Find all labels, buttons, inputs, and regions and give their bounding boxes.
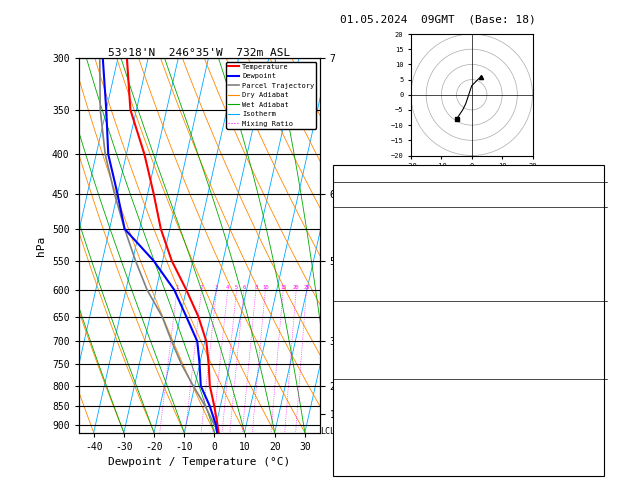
Text: 20: 20 — [293, 285, 299, 290]
Text: 6: 6 — [242, 285, 245, 290]
Text: EH: EH — [337, 391, 348, 401]
Text: 4: 4 — [501, 339, 506, 349]
Text: 11: 11 — [494, 432, 506, 442]
Text: CIN (J): CIN (J) — [337, 366, 377, 376]
Text: 10: 10 — [494, 260, 506, 270]
Title: 53°18'N  246°35'W  732m ASL: 53°18'N 246°35'W 732m ASL — [108, 48, 291, 57]
Text: 0: 0 — [501, 366, 506, 376]
Text: StmDir: StmDir — [337, 418, 372, 428]
Text: 10: 10 — [262, 285, 269, 290]
Text: 0: 0 — [501, 274, 506, 284]
Text: 135: 135 — [489, 391, 506, 401]
Text: 109: 109 — [489, 404, 506, 415]
Text: 47: 47 — [494, 181, 506, 191]
Y-axis label: hPa: hPa — [36, 235, 47, 256]
Text: 25: 25 — [303, 285, 310, 290]
Text: Lifted Index: Lifted Index — [337, 339, 407, 349]
Text: 19: 19 — [494, 168, 506, 178]
Text: Dewp (°C): Dewp (°C) — [337, 233, 389, 243]
Y-axis label: km
ASL: km ASL — [348, 245, 365, 267]
Text: 5: 5 — [235, 285, 238, 290]
Text: 302: 302 — [489, 326, 506, 335]
Text: 2: 2 — [200, 285, 203, 290]
Text: SREH: SREH — [337, 404, 360, 415]
Text: LCL: LCL — [320, 427, 335, 435]
Text: 88°: 88° — [489, 418, 506, 428]
Text: StmSpd (kt): StmSpd (kt) — [337, 432, 401, 442]
Text: 1: 1 — [175, 285, 179, 290]
Text: Totals Totals: Totals Totals — [337, 181, 413, 191]
Text: 15: 15 — [280, 285, 286, 290]
Text: Surface: Surface — [398, 206, 439, 216]
Text: 292: 292 — [489, 246, 506, 257]
Text: 750: 750 — [489, 312, 506, 322]
Text: θₑ(K): θₑ(K) — [337, 246, 366, 257]
Text: Hodograph: Hodograph — [392, 377, 445, 387]
Text: 0: 0 — [501, 287, 506, 297]
Text: Lifted Index: Lifted Index — [337, 260, 407, 270]
Text: θₑ (K): θₑ (K) — [337, 326, 372, 335]
Text: 1.4: 1.4 — [489, 219, 506, 229]
X-axis label: kt: kt — [467, 169, 476, 175]
Text: CIN (J): CIN (J) — [337, 287, 377, 297]
Text: PW (cm): PW (cm) — [337, 195, 377, 205]
Text: 0: 0 — [501, 353, 506, 363]
Text: Most Unstable: Most Unstable — [380, 298, 457, 308]
Text: K: K — [337, 168, 342, 178]
Text: Pressure (mb): Pressure (mb) — [337, 312, 413, 322]
Text: Temp (°C): Temp (°C) — [337, 219, 389, 229]
Text: 8: 8 — [254, 285, 257, 290]
Text: 0.9: 0.9 — [489, 233, 506, 243]
Text: © weatheronline.co.uk: © weatheronline.co.uk — [337, 465, 442, 474]
Text: 1.21: 1.21 — [483, 195, 506, 205]
Legend: Temperature, Dewpoint, Parcel Trajectory, Dry Adiabat, Wet Adiabat, Isotherm, Mi: Temperature, Dewpoint, Parcel Trajectory… — [226, 62, 316, 129]
Text: CAPE (J): CAPE (J) — [337, 353, 384, 363]
Text: 3: 3 — [215, 285, 218, 290]
Text: CAPE (J): CAPE (J) — [337, 274, 384, 284]
Text: 4: 4 — [226, 285, 230, 290]
X-axis label: Dewpoint / Temperature (°C): Dewpoint / Temperature (°C) — [108, 457, 291, 467]
Text: 01.05.2024  09GMT  (Base: 18): 01.05.2024 09GMT (Base: 18) — [340, 15, 535, 25]
